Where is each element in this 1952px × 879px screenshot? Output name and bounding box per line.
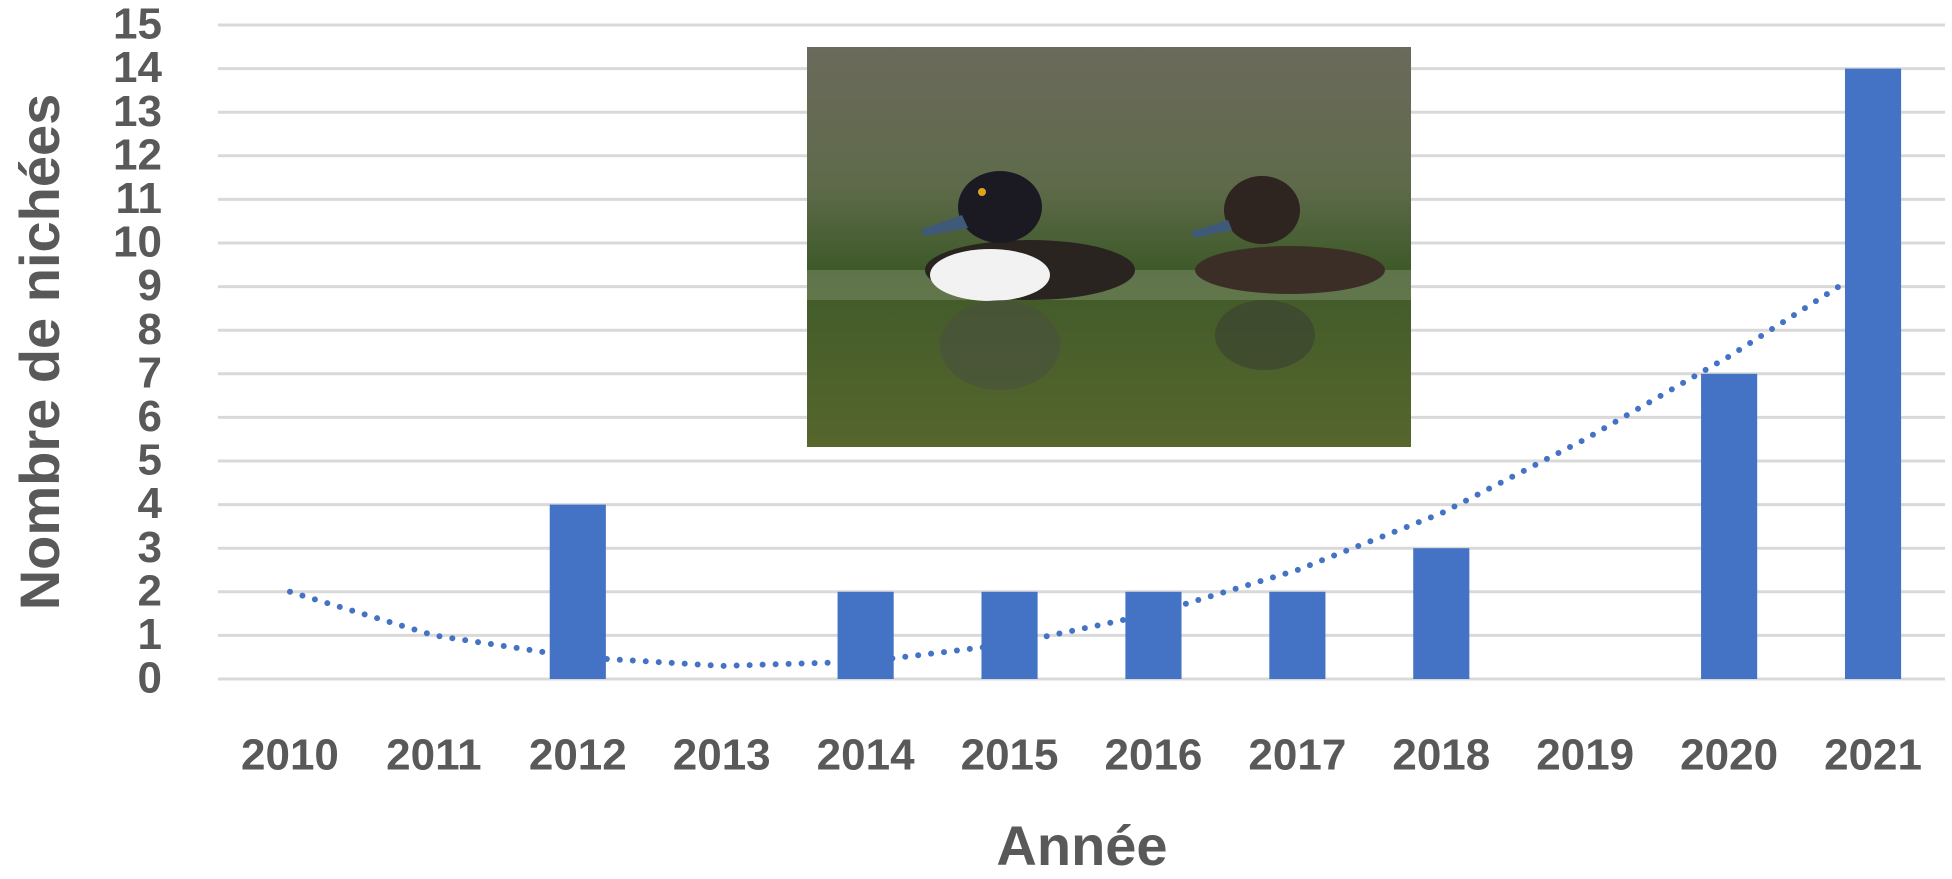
y-tick-label: 3: [138, 523, 162, 572]
duck-photo: [807, 47, 1411, 447]
x-tick-label: 2021: [1824, 731, 1922, 780]
y-tick-label: 14: [113, 43, 162, 92]
y-tick-label: 13: [113, 87, 162, 136]
x-tick-label: 2013: [673, 731, 771, 780]
duck-reflection: [1215, 300, 1315, 370]
y-tick-label: 4: [138, 479, 163, 528]
y-tick-label: 8: [138, 305, 162, 354]
y-tick-label: 15: [113, 0, 162, 49]
x-tick-label: 2017: [1248, 731, 1346, 780]
y-tick-label: 11: [115, 174, 162, 223]
duck-bill: [920, 215, 968, 236]
x-tick-label: 2020: [1680, 731, 1778, 780]
bar: [549, 504, 606, 679]
duck-eye: [978, 188, 986, 196]
x-tick-label: 2018: [1392, 731, 1490, 780]
duck-flank: [930, 249, 1050, 301]
bar: [1844, 68, 1902, 680]
duck-head: [958, 171, 1042, 243]
y-tick-label: 7: [138, 348, 162, 397]
x-tick-label: 2012: [529, 731, 627, 780]
bar: [981, 591, 1038, 679]
x-axis-title: Année: [996, 814, 1167, 877]
x-tick-label: 2015: [961, 731, 1059, 780]
y-tick-label: 1: [138, 610, 162, 659]
y-tick-label: 6: [138, 392, 162, 441]
y-axis-title: Nombre de nichées: [8, 94, 71, 611]
bar: [837, 591, 894, 679]
y-tick-label: 0: [138, 654, 162, 703]
duck-reflection: [940, 300, 1060, 390]
x-tick-label: 2014: [817, 731, 915, 780]
data-marks: [287, 68, 1902, 680]
duck-body: [1195, 246, 1385, 294]
photo-background: [807, 47, 1411, 447]
duck-head: [1224, 176, 1300, 244]
x-tick-label: 2010: [241, 731, 339, 780]
x-tick-label: 2019: [1536, 731, 1634, 780]
bar: [1701, 373, 1758, 679]
trend-line: [287, 261, 1876, 669]
y-tick-label: 2: [138, 566, 162, 615]
y-tick-label: 12: [113, 130, 162, 179]
y-tick-label: 9: [138, 261, 162, 310]
y-tick-label: 10: [113, 218, 162, 267]
x-tick-label: 2016: [1105, 731, 1203, 780]
x-tick-label: 2011: [386, 731, 481, 780]
bar: [1413, 548, 1470, 679]
bar: [1269, 591, 1326, 679]
y-tick-label: 5: [138, 436, 162, 485]
duck-bill: [1190, 220, 1232, 238]
